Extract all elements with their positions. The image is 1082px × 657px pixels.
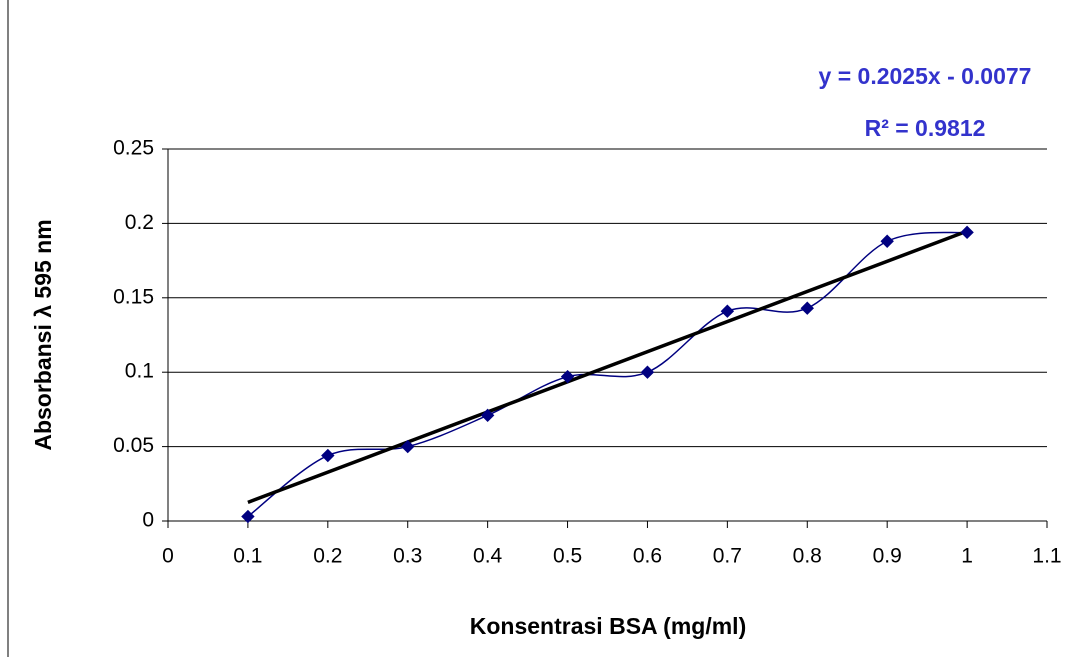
data-point <box>640 365 655 379</box>
x-tick-label: 0.5 <box>553 545 582 568</box>
x-tick-label: 0.1 <box>233 545 262 568</box>
x-tick-label: 0 <box>162 545 174 568</box>
x-tick-label: 0.9 <box>873 545 902 568</box>
data-point <box>560 369 575 384</box>
data-point <box>960 225 974 240</box>
data-point <box>480 408 495 423</box>
x-tick-label: 0.2 <box>313 545 342 568</box>
data-point <box>880 234 894 248</box>
data-point <box>241 509 255 524</box>
x-tick-label: 1 <box>961 545 973 568</box>
x-axis-title: Konsentrasi BSA (mg/ml) <box>470 613 746 639</box>
y-tick-label: 0.2 <box>125 211 154 234</box>
y-tick-label: 0.1 <box>125 360 154 383</box>
y-tick-label: 0.05 <box>113 434 154 457</box>
y-tick-label: 0 <box>142 509 154 532</box>
y-tick-label: 0.15 <box>113 285 154 308</box>
x-tick-label: 0.3 <box>393 545 422 568</box>
data-point <box>321 448 335 463</box>
x-tick-label: 0.6 <box>633 545 662 568</box>
series-line <box>247 231 968 518</box>
x-tick-label: 1.1 <box>1032 545 1061 568</box>
x-tick-label: 0.4 <box>473 545 503 568</box>
data-point <box>720 304 735 318</box>
x-tick-label: 0.7 <box>713 545 742 568</box>
y-axis-title: Absorbansi λ 595 nm <box>30 219 56 450</box>
chart-frame <box>7 0 9 657</box>
x-tick-label: 0.8 <box>793 545 822 568</box>
trendline <box>247 229 968 504</box>
trend-equation: y = 0.2025x - 0.0077 <box>819 63 1032 89</box>
r-squared: R² = 0.9812 <box>865 115 986 141</box>
y-tick-label: 0.25 <box>113 137 154 160</box>
data-point <box>800 301 814 315</box>
data-point <box>401 439 415 454</box>
